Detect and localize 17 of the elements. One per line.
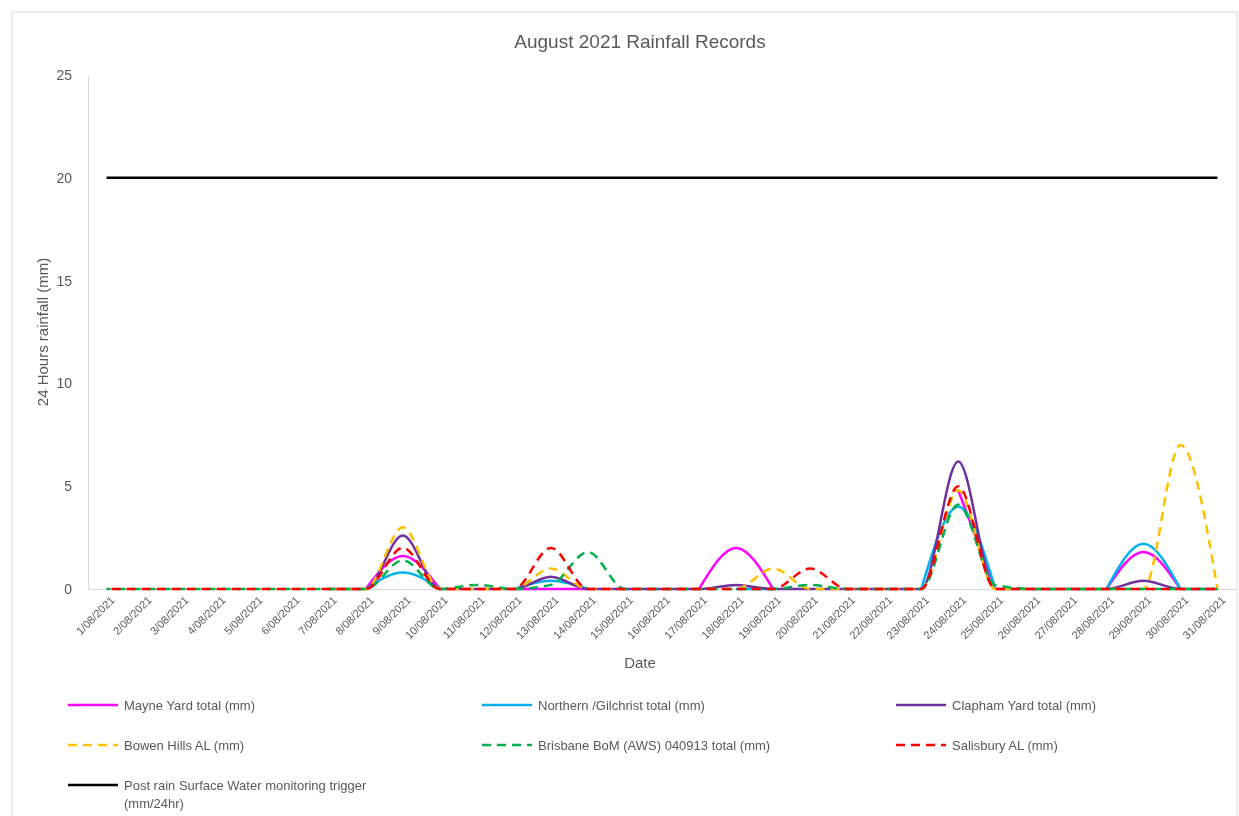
y-tick-label: 0 — [64, 580, 73, 597]
legend-label: Northern /Gilchrist total (mm) — [538, 698, 705, 713]
legend-label: Clapham Yard total (mm) — [952, 698, 1097, 713]
y-tick-label: 5 — [64, 478, 73, 495]
x-axis-title: Date — [624, 654, 656, 671]
legend-label: Salisbury AL (mm) — [952, 738, 1058, 753]
y-tick-label: 15 — [56, 272, 73, 289]
y-tick-label: 10 — [56, 375, 73, 392]
legend-label: Bowen Hills AL (mm) — [124, 738, 245, 753]
chart-title: August 2021 Rainfall Records — [514, 31, 766, 52]
legend-label: Brisbane BoM (AWS) 040913 total (mm) — [538, 738, 771, 753]
legend-label: Post rain Surface Water monitoring trigger (mm/24hr) — [124, 778, 367, 811]
line-series — [105, 503, 1219, 591]
y-tick-label: 20 — [56, 169, 73, 186]
legend-label: Mayne Yard total (mm) — [124, 698, 256, 713]
y-tick-label: 25 — [56, 66, 73, 83]
y-axis-title: 24 Hours rainfall (mm) — [34, 257, 51, 407]
